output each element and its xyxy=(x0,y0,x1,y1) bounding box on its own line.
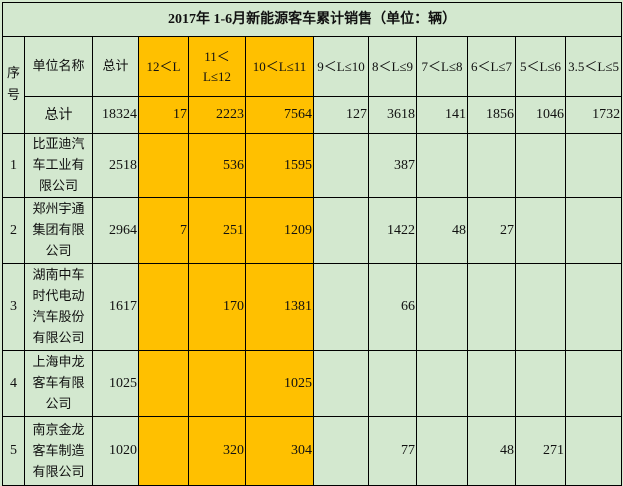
company-name: 郑州宇通集团有限公司 xyxy=(24,197,93,264)
table-row: 1 比亚迪汽车工业有限公司 2518 536 1595 387 xyxy=(2,133,623,198)
cell: 1209 xyxy=(245,197,314,264)
cell xyxy=(564,197,623,264)
cell: 7564 xyxy=(245,96,314,134)
cell: 18324 xyxy=(92,96,139,134)
cell: 1025 xyxy=(245,350,314,417)
header-name: 单位名称 xyxy=(24,36,93,97)
header-col: 7＜L≤8 xyxy=(416,36,468,97)
cell xyxy=(188,350,246,417)
cell: 536 xyxy=(188,133,246,198)
cell: 320 xyxy=(188,416,246,486)
cell: 1617 xyxy=(92,263,139,351)
cell xyxy=(564,416,623,486)
company-name: 湖南中车时代电动汽车股份有限公司 xyxy=(24,263,93,351)
row-no: 1 xyxy=(2,133,25,198)
cell: 141 xyxy=(416,96,468,134)
company-name: 上海申龙客车有限公司 xyxy=(24,350,93,417)
cell xyxy=(416,263,468,351)
header-total: 总计 xyxy=(92,36,139,97)
cell: 1025 xyxy=(92,350,139,417)
table-title: 2017年 1-6月新能源客车累计销售（单位：辆） xyxy=(1,2,623,37)
cell xyxy=(138,416,189,486)
header-col: 11＜L≤12 xyxy=(188,36,246,97)
cell xyxy=(416,416,468,486)
cell xyxy=(515,263,566,351)
cell: 77 xyxy=(368,416,417,486)
cell: 271 xyxy=(515,416,566,486)
company-name: 比亚迪汽车工业有限公司 xyxy=(24,133,93,198)
table-row: 4 上海申龙客车有限公司 1025 1025 xyxy=(2,350,623,417)
cell: 2223 xyxy=(188,96,246,134)
cell: 48 xyxy=(467,416,516,486)
cell: 1020 xyxy=(92,416,139,486)
table-row: 3 湖南中车时代电动汽车股份有限公司 1617 170 1381 66 xyxy=(2,263,623,351)
cell: 1732 xyxy=(564,96,623,134)
cell xyxy=(564,350,623,417)
cell xyxy=(313,416,369,486)
table-row: 2 郑州宇通集团有限公司 2964 7 251 1209 1422 48 27 xyxy=(2,197,623,264)
total-label: 总计 xyxy=(24,96,93,134)
header-col: 10＜L≤11 xyxy=(245,36,314,97)
cell xyxy=(467,263,516,351)
cell: 2518 xyxy=(92,133,139,198)
cell: 48 xyxy=(416,197,468,264)
cell xyxy=(515,197,566,264)
cell xyxy=(467,350,516,417)
cell: 1381 xyxy=(245,263,314,351)
cell: 3618 xyxy=(368,96,417,134)
cell xyxy=(138,263,189,351)
cell xyxy=(515,350,566,417)
cell: 17 xyxy=(138,96,189,134)
row-no: 4 xyxy=(2,350,25,417)
cell xyxy=(138,133,189,198)
cell: 1595 xyxy=(245,133,314,198)
header-col: 5＜L≤6 xyxy=(515,36,566,97)
cell: 7 xyxy=(138,197,189,264)
cell: 251 xyxy=(188,197,246,264)
cell: 1856 xyxy=(467,96,516,134)
header-col: 9＜L≤10 xyxy=(313,36,369,97)
header-row: 序号 单位名称 总计 12＜L 11＜L≤12 10＜L≤11 9＜L≤10 8… xyxy=(2,36,623,134)
cell xyxy=(313,263,369,351)
cell xyxy=(313,197,369,264)
cell: 66 xyxy=(368,263,417,351)
cell: 170 xyxy=(188,263,246,351)
header-col: 12＜L xyxy=(138,36,189,97)
cell xyxy=(368,350,417,417)
cell xyxy=(416,133,468,198)
cell: 304 xyxy=(245,416,314,486)
total-row: 总计 18324 17 2223 7564 127 3618 141 1856 … xyxy=(3,96,623,134)
table-row: 5 南京金龙客车制造有限公司 1020 320 304 77 48 271 xyxy=(2,416,623,486)
cell: 1046 xyxy=(515,96,566,134)
row-no: 5 xyxy=(2,416,25,486)
cell xyxy=(564,263,623,351)
cell xyxy=(515,133,566,198)
cell xyxy=(467,133,516,198)
cell xyxy=(313,350,369,417)
row-no: 2 xyxy=(2,197,25,264)
cell xyxy=(564,133,623,198)
header-col: 6＜L≤7 xyxy=(467,36,516,97)
header-col: 3.5＜L≤5 xyxy=(564,36,623,97)
cell xyxy=(313,133,369,198)
company-name: 南京金龙客车制造有限公司 xyxy=(24,416,93,486)
cell: 1422 xyxy=(368,197,417,264)
cell: 27 xyxy=(467,197,516,264)
row-no: 3 xyxy=(2,263,25,351)
header-no: 序号 xyxy=(2,36,25,134)
cell xyxy=(138,350,189,417)
cell: 2964 xyxy=(92,197,139,264)
cell xyxy=(416,350,468,417)
cell: 387 xyxy=(368,133,417,198)
header-col: 8＜L≤9 xyxy=(368,36,417,97)
cell: 127 xyxy=(313,96,369,134)
